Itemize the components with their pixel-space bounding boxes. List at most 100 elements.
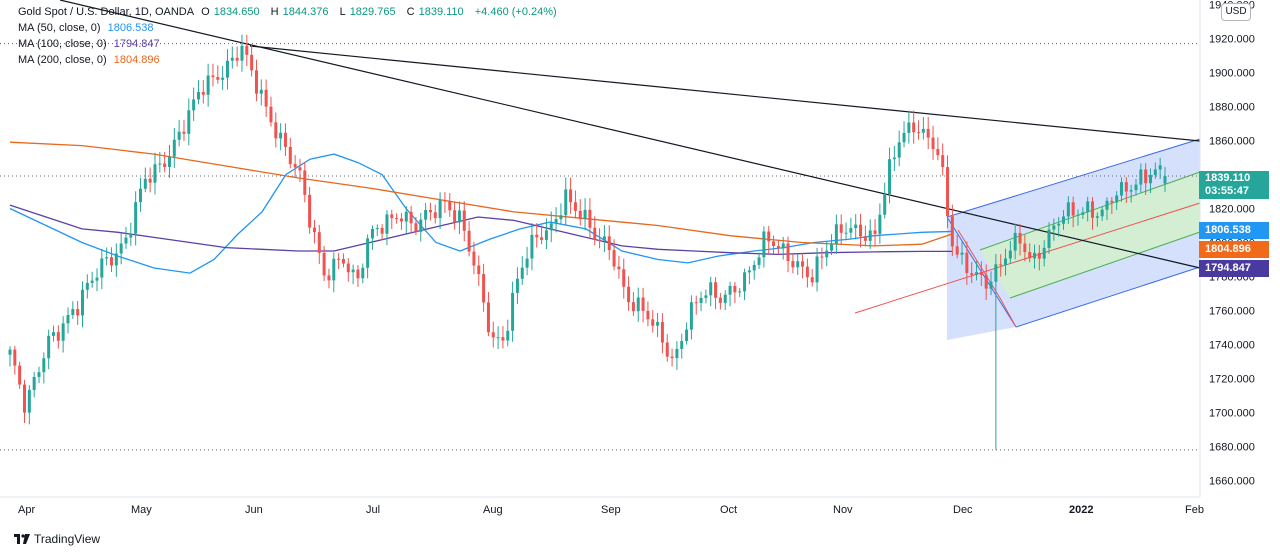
candle-body (520, 267, 524, 279)
candle-body (42, 358, 46, 373)
candle-body (1095, 216, 1099, 218)
candle-body (1018, 232, 1022, 244)
ma50-line (9, 153, 953, 274)
candle-body (888, 159, 892, 195)
candle-body (1120, 182, 1124, 196)
candle-body (337, 258, 341, 260)
candle-body (515, 278, 519, 293)
candle-body (424, 209, 428, 220)
candle-body (414, 223, 418, 232)
candle-body (1158, 165, 1162, 170)
candle-body (921, 128, 925, 133)
candle-body (1105, 200, 1109, 210)
price-tick-label: 1700.000 (1209, 408, 1255, 420)
legend-ma200-row[interactable]: MA (200, close, 0) 1804.896 (18, 52, 561, 68)
candle-body (617, 266, 621, 270)
candle-body (1081, 212, 1085, 215)
candle-body (187, 110, 191, 134)
candle-body (177, 131, 181, 140)
candle-body (1047, 229, 1051, 248)
candle-body (254, 70, 258, 94)
symbol-title[interactable]: Gold Spot / U.S. Dollar, 1D, OANDA (18, 6, 195, 18)
legend-ma100-row[interactable]: MA (100, close, 0) 1794.847 (18, 36, 561, 52)
time-tick-label: Nov (833, 504, 853, 516)
channel-median-line (854, 202, 1201, 314)
trendlines (59, 0, 1201, 269)
time-tick-label: Jul (366, 504, 380, 516)
price-tick-label: 1680.000 (1209, 442, 1255, 454)
ma50-value: 1806.538 (107, 22, 154, 34)
candle-body (883, 194, 887, 215)
candle-body (525, 258, 529, 268)
candle-body (897, 142, 901, 158)
candle-body (192, 99, 196, 111)
ohlc-close: C 1839.110 (406, 6, 464, 18)
candle-body (1124, 182, 1128, 192)
candle-body (163, 163, 167, 167)
ma100-price-tag: 1794.847 (1199, 260, 1269, 277)
legend-ma50-row[interactable]: MA (50, close, 0) 1806.538 (18, 20, 561, 36)
candle-body (718, 297, 722, 303)
candle-body (129, 233, 133, 238)
candle-body (288, 146, 292, 164)
candle-body (781, 243, 785, 249)
candle-body (1149, 175, 1153, 184)
candle-body (61, 323, 65, 341)
candle-body (767, 231, 771, 242)
candle-body (540, 237, 544, 240)
candle-body (22, 384, 26, 413)
candle-body (530, 234, 534, 259)
candle-body (757, 257, 761, 265)
candle-body (138, 188, 142, 203)
brand-name: TradingView (34, 532, 101, 546)
candle-body (448, 201, 452, 211)
price-tick-label: 1900.000 (1209, 68, 1255, 80)
candle-body (370, 228, 374, 239)
candle-body (56, 332, 60, 341)
candle-body (873, 230, 877, 234)
candle-body (622, 269, 626, 287)
time-axis[interactable]: Apr May Jun Jul Aug Sep Oct Nov Dec 2022 Feb (18, 504, 1204, 516)
candle-body (670, 356, 674, 359)
candle-body (733, 285, 737, 293)
candle-body (341, 259, 345, 264)
candle-body (772, 241, 776, 247)
candle-body (859, 224, 863, 237)
channel-upper-line (946, 138, 1201, 218)
candle-body (602, 236, 606, 241)
candle-body (1129, 190, 1133, 192)
price-tick-label: 1760.000 (1209, 306, 1255, 318)
candle-body (588, 209, 592, 228)
candle-body (47, 335, 51, 359)
candle-body (1144, 169, 1148, 184)
candle-body (1062, 216, 1066, 224)
candle-body (825, 250, 829, 258)
tradingview-brand[interactable]: TradingView (14, 532, 100, 546)
candle-body (820, 256, 824, 258)
candle-body (361, 267, 365, 279)
candle-body (327, 275, 331, 281)
candle-body (399, 218, 403, 222)
candle-body (105, 257, 109, 259)
candle-body (631, 302, 635, 312)
candle-body (18, 365, 22, 385)
candle-body (240, 45, 244, 61)
candle-body (801, 261, 805, 267)
candle-body (390, 214, 394, 219)
candle-body (926, 128, 930, 138)
candle-body (1134, 184, 1138, 191)
candle-body (559, 215, 563, 220)
candle-body (356, 269, 360, 279)
ma50-label: MA (50, close, 0) (18, 22, 101, 34)
candle-body (612, 250, 616, 267)
candle-body (428, 209, 432, 213)
candle-body (844, 232, 848, 234)
candle-body (51, 332, 55, 336)
candle-body (902, 132, 906, 143)
currency-badge[interactable]: USD (1221, 3, 1251, 21)
ma200-label: MA (200, close, 0) (18, 54, 107, 66)
candle-body (999, 264, 1003, 266)
time-tick-label: Sep (601, 504, 621, 516)
candle-body (805, 266, 809, 278)
